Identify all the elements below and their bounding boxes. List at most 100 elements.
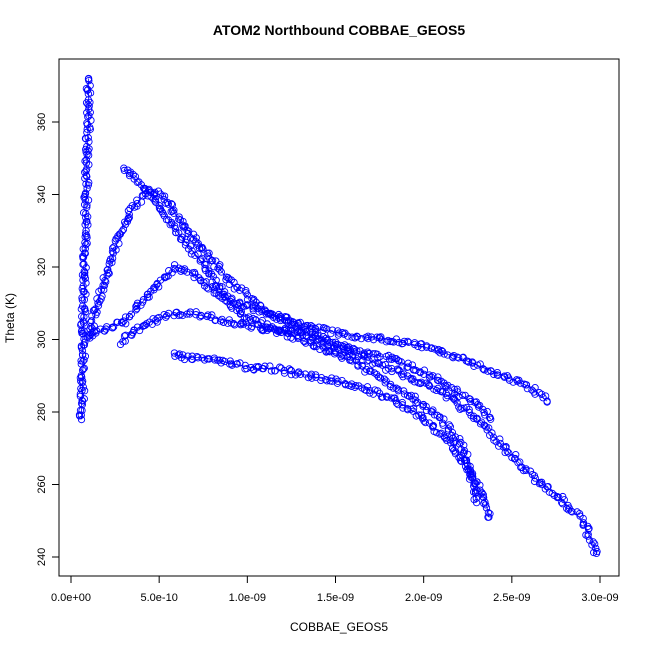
data-point <box>135 178 143 186</box>
data-point <box>302 322 310 330</box>
data-point <box>388 355 396 364</box>
data-point <box>484 508 493 517</box>
data-point <box>295 368 303 376</box>
data-point <box>191 270 199 278</box>
data-point <box>87 322 95 331</box>
data-point <box>151 190 159 198</box>
data-point <box>382 392 391 400</box>
data-point <box>433 411 441 419</box>
data-point <box>278 328 286 336</box>
y-axis: 240 260 280 300 320 340 360 <box>36 113 60 566</box>
data-point <box>404 363 412 371</box>
data-point <box>530 477 539 486</box>
data-point <box>395 338 403 347</box>
data-point <box>421 418 430 427</box>
data-point <box>217 268 226 276</box>
data-point <box>519 466 528 475</box>
data-point <box>327 329 335 338</box>
data-point <box>264 309 272 317</box>
data-point <box>289 318 298 327</box>
data-point <box>184 229 192 238</box>
data-point <box>85 105 93 113</box>
data-point <box>330 350 339 358</box>
data-point <box>376 374 384 382</box>
data-point <box>271 325 279 333</box>
data-point <box>493 371 501 379</box>
data-point <box>118 227 126 235</box>
data-point <box>338 354 346 362</box>
data-point <box>363 383 372 391</box>
data-point <box>404 359 412 367</box>
data-point <box>225 280 233 288</box>
data-point <box>388 365 396 373</box>
data-point <box>259 327 267 335</box>
data-point <box>81 238 89 247</box>
data-point <box>81 230 90 238</box>
data-point <box>156 190 165 198</box>
data-point <box>340 352 348 360</box>
data-point <box>80 201 89 209</box>
data-point <box>238 318 246 327</box>
data-point <box>440 415 448 423</box>
data-point <box>78 386 86 395</box>
data-point <box>78 351 87 359</box>
data-point <box>440 350 448 358</box>
data-point <box>467 397 475 406</box>
data-point <box>420 366 429 374</box>
data-point <box>77 371 85 380</box>
data-point <box>78 312 86 321</box>
data-point <box>309 342 318 350</box>
data-point <box>400 337 408 346</box>
data-point <box>346 346 354 354</box>
data-point <box>277 313 285 321</box>
data-point <box>81 304 89 313</box>
y-tick-label: 320 <box>36 258 48 276</box>
data-point <box>374 373 383 381</box>
data-point <box>373 387 382 395</box>
data-point <box>133 323 142 331</box>
data-point <box>348 333 356 341</box>
data-point <box>126 168 135 176</box>
data-point <box>78 271 87 279</box>
data-point <box>465 358 473 366</box>
data-point <box>340 330 348 338</box>
data-point <box>332 338 340 346</box>
data-point <box>592 544 600 553</box>
data-point <box>468 474 476 482</box>
y-tick-label: 300 <box>36 330 48 348</box>
data-point <box>271 367 279 375</box>
data-point <box>249 303 258 311</box>
data-point <box>94 302 103 310</box>
data-point <box>207 257 216 265</box>
data-point <box>245 313 253 321</box>
data-point <box>85 145 93 153</box>
data-point <box>170 264 178 273</box>
data-point <box>382 377 390 385</box>
data-point <box>92 327 101 335</box>
data-point <box>287 370 295 379</box>
data-point <box>192 238 200 246</box>
data-point <box>538 390 546 398</box>
y-tick-label: 280 <box>36 403 48 421</box>
data-point <box>216 266 224 274</box>
data-point <box>407 391 415 400</box>
data-point <box>211 356 219 364</box>
data-point <box>419 402 427 410</box>
data-point <box>487 415 495 423</box>
data-point <box>373 350 381 358</box>
data-point <box>158 208 166 216</box>
data-point <box>449 394 458 403</box>
data-point <box>155 201 163 210</box>
data-point <box>267 324 275 332</box>
data-point <box>203 284 211 292</box>
data-point <box>151 197 159 205</box>
data-point <box>96 325 105 333</box>
data-point <box>591 540 599 548</box>
x-tick-label: 3.0e-09 <box>581 592 618 604</box>
data-point <box>178 233 186 241</box>
data-point <box>367 333 376 341</box>
data-point <box>127 310 135 318</box>
data-point <box>109 244 117 252</box>
data-point <box>164 200 172 208</box>
data-point <box>104 265 112 274</box>
